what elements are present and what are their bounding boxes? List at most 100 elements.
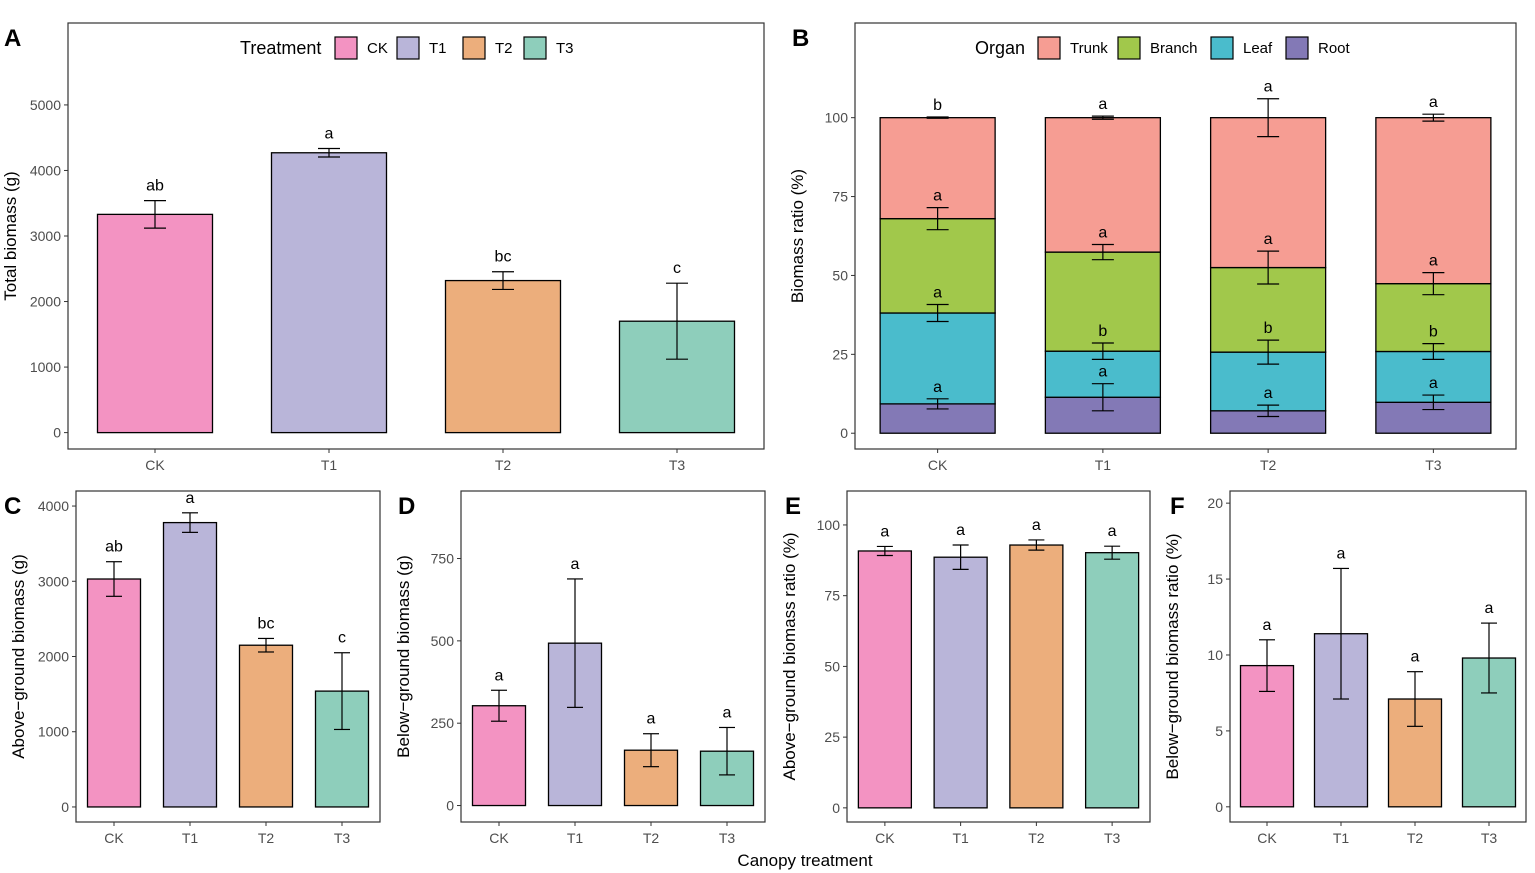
panel-d-x-tick-label: T3 xyxy=(719,830,736,846)
panel-e-y-tick-label: 50 xyxy=(824,658,840,674)
shared-x-axis-title: Canopy treatment xyxy=(737,851,872,870)
panel-f-sig-t1: a xyxy=(1337,545,1346,562)
panel-b-x-tick-label: T3 xyxy=(1425,457,1442,473)
panel-e-x-tick-label: T1 xyxy=(952,830,969,846)
panel-c-sig-t2: bc xyxy=(258,615,275,632)
panel-b-x-tick-label: CK xyxy=(928,457,948,473)
panel-b-bar-trunk-t3 xyxy=(1375,117,1492,285)
panel-e-y-tick-label: 25 xyxy=(824,729,840,745)
panel-c-sig-ck: ab xyxy=(105,539,123,556)
panel-b-sig-trunk-t1: a xyxy=(1098,96,1107,113)
panel-b-sig-branch-t2: a xyxy=(1264,231,1273,248)
panel-b-y-axis-title: Biomass ratio (%) xyxy=(788,169,807,303)
panel-b-sig-leaf-ck: a xyxy=(933,284,942,301)
panel-c-y-axis-title: Above−ground biomass (g) xyxy=(9,554,28,759)
panel-b-legend-swatch-branch xyxy=(1117,36,1141,60)
panel-a-bar-t2 xyxy=(444,279,562,434)
panel-f-y-tick-label: 15 xyxy=(1207,571,1223,587)
panel-d-frame xyxy=(460,490,766,823)
panel-b-sig-root-t2: a xyxy=(1264,385,1273,402)
panel-d-sig-t2: a xyxy=(647,711,656,728)
panel-b-bar-trunk-ck xyxy=(879,117,996,220)
panel-c-y-tick-label: 1000 xyxy=(38,724,69,740)
panel-c: C 0 1000 2000 3000 4000 CK T1 T2 T3 Above−ground b… xyxy=(4,490,381,846)
panel-a-y-axis-title: Total biomass (g) xyxy=(1,171,20,300)
panel-b-sig-trunk-t2: a xyxy=(1264,79,1273,96)
panel-b-sig-root-ck: a xyxy=(933,379,942,396)
panel-c-bar-t2 xyxy=(238,644,294,808)
panel-b-bar-trunk-t1 xyxy=(1044,117,1162,253)
panel-b-sig-leaf-t3: b xyxy=(1429,324,1438,341)
panel-e-sig-t2: a xyxy=(1032,517,1041,534)
panel-b-sig-branch-t3: a xyxy=(1429,253,1438,270)
panel-d-y-tick-label: 750 xyxy=(431,551,455,567)
panel-e-x-tick-label: T2 xyxy=(1028,830,1045,846)
panel-b-legend-swatch-leaf xyxy=(1210,36,1234,60)
panel-f-sig-t2: a xyxy=(1411,649,1420,666)
panel-b-y-tick-label: 50 xyxy=(832,267,848,283)
panel-a-x-tick-label: T1 xyxy=(321,457,338,473)
panel-c-bar-t1 xyxy=(162,521,218,808)
panel-a-x-tick-label: T3 xyxy=(669,457,686,473)
panel-e-bar-t2 xyxy=(1009,544,1064,809)
panel-d: D 0 250 500 750 CK T1 T2 T3 Below−ground biomass … xyxy=(394,490,766,846)
panel-f: F 0 5 10 15 20 CK T1 T2 T3 Below−ground biomass ra… xyxy=(1163,490,1527,846)
panel-f-x-tick-label: T1 xyxy=(1333,830,1350,846)
panel-a-y-tick-label: 5000 xyxy=(30,97,61,113)
panel-e-y-tick-label: 100 xyxy=(817,517,841,533)
panel-a-bar-t1 xyxy=(270,152,388,434)
panel-a: A 0 1000 2000 3000 4000 5000 CK T1 T2 T3 Total biom… xyxy=(1,22,765,473)
panel-b-sig-branch-t1: a xyxy=(1098,225,1107,242)
panel-b-sig-leaf-t2: b xyxy=(1264,320,1273,337)
panel-d-x-tick-label: T2 xyxy=(643,830,660,846)
panel-e-sig-t1: a xyxy=(956,522,965,539)
panel-e-x-tick-label: CK xyxy=(875,830,895,846)
panel-c-x-tick-label: T1 xyxy=(182,830,199,846)
panel-f-frame xyxy=(1229,490,1527,823)
panel-b-sig-leaf-t1: b xyxy=(1098,323,1107,340)
panel-e-y-tick-label: 0 xyxy=(832,800,840,816)
panel-a-sig-t2: bc xyxy=(495,249,512,266)
panel-a-legend-swatch-t2 xyxy=(462,36,486,60)
panel-d-sig-t3: a xyxy=(723,704,732,721)
panel-d-y-tick-label: 250 xyxy=(431,715,455,731)
panel-c-letter: C xyxy=(4,493,21,520)
panel-d-sig-t1: a xyxy=(571,556,580,573)
panel-a-legend-swatch-t3 xyxy=(523,36,547,60)
panel-a-sig-t3: c xyxy=(673,260,681,277)
panel-b-legend-swatch-root xyxy=(1285,36,1309,60)
panel-e-y-axis-title: Above−ground biomass ratio (%) xyxy=(780,532,799,780)
panel-f-x-tick-label: T2 xyxy=(1407,830,1424,846)
panel-b-legend-swatch-trunk xyxy=(1037,36,1061,60)
panel-b-legend-label-trunk: Trunk xyxy=(1070,40,1108,57)
panel-b: B 0 25 50 75 100 CK T1 T2 T3 Biomass ratio (%) a a a b… xyxy=(788,22,1517,473)
panel-b-bar-trunk-t2 xyxy=(1209,117,1327,269)
panel-f-letter: F xyxy=(1170,493,1185,520)
panel-a-legend-title: Treatment xyxy=(240,38,321,58)
panel-a-y-tick-label: 0 xyxy=(53,425,61,441)
panel-b-sig-trunk-t3: a xyxy=(1429,94,1438,111)
panel-b-bar-branch-t1 xyxy=(1044,251,1162,352)
panel-a-y-tick-label: 2000 xyxy=(30,294,61,310)
panel-e-bar-t3 xyxy=(1084,552,1140,809)
panel-c-y-tick-label: 4000 xyxy=(38,498,69,514)
panel-a-y-tick-label: 4000 xyxy=(30,162,61,178)
panel-a-sig-ck: ab xyxy=(146,178,164,195)
panel-a-legend-label-t1: T1 xyxy=(429,40,447,57)
panel-b-x-tick-label: T1 xyxy=(1095,457,1112,473)
panel-e-letter: E xyxy=(785,493,801,520)
panel-e: E 0 25 50 75 100 CK T1 T2 T3 Above−ground biomass … xyxy=(780,490,1151,846)
panel-a-legend-swatch-t1 xyxy=(396,36,420,60)
panel-c-bar-ck xyxy=(86,578,142,808)
panel-a-x-tick-label: T2 xyxy=(495,457,512,473)
panel-c-x-tick-label: T3 xyxy=(334,830,351,846)
panel-e-bar-ck xyxy=(857,550,913,809)
panel-a-legend-label-t3: T3 xyxy=(556,40,574,57)
panel-a-y-tick-label: 3000 xyxy=(30,228,61,244)
panel-b-x-tick-label: T2 xyxy=(1260,457,1277,473)
panel-a-legend-label-ck: CK xyxy=(367,40,388,57)
panel-b-legend-title: Organ xyxy=(975,38,1025,58)
panel-a-letter: A xyxy=(4,25,21,52)
panel-d-x-tick-label: T1 xyxy=(567,830,584,846)
